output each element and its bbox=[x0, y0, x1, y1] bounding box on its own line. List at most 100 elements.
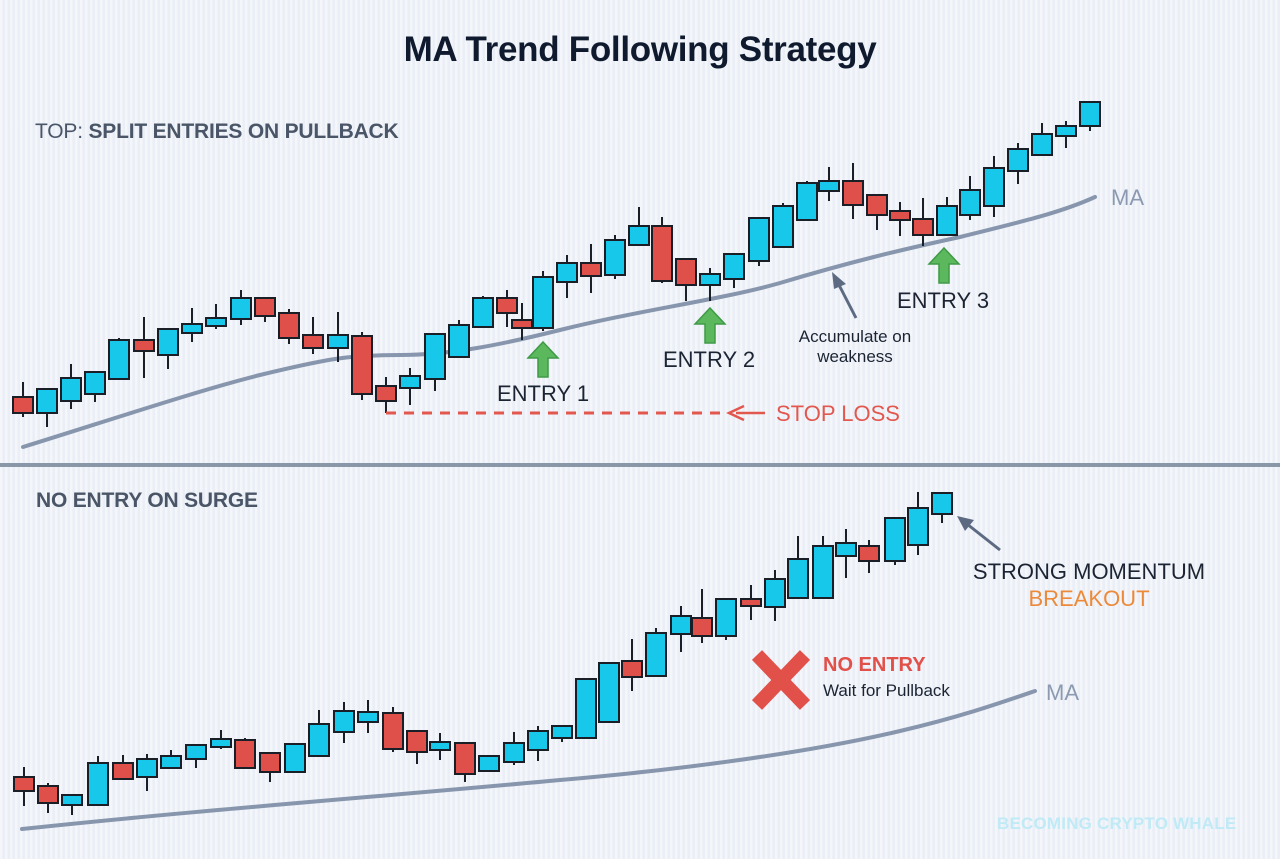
bear-candle bbox=[621, 639, 643, 691]
bear-candle bbox=[889, 202, 911, 236]
bull-candle bbox=[230, 290, 252, 325]
bull-candle bbox=[478, 755, 500, 772]
bull-candle bbox=[575, 678, 597, 739]
entry-2-label: ENTRY 2 bbox=[663, 347, 756, 372]
bull-candle bbox=[931, 492, 953, 523]
bull-candle bbox=[604, 235, 626, 279]
bull-candle bbox=[1055, 121, 1077, 148]
bear-candle bbox=[580, 244, 602, 293]
bull-candle bbox=[787, 536, 809, 599]
top-candles bbox=[12, 101, 1101, 427]
entry-3-label: ENTRY 3 bbox=[897, 288, 990, 313]
bull-candle bbox=[959, 176, 981, 220]
bull-candle bbox=[936, 197, 958, 236]
bull-candle bbox=[185, 744, 207, 768]
bull-candle bbox=[327, 312, 349, 362]
bear-candle bbox=[675, 258, 697, 301]
bull-candle bbox=[472, 296, 494, 328]
entry-2-arrow-icon bbox=[693, 306, 727, 344]
bear-candle bbox=[12, 382, 34, 417]
bull-candle bbox=[1007, 143, 1029, 184]
top-panel-label-bold: SPLIT ENTRIES ON PULLBACK bbox=[88, 120, 399, 143]
bear-candle bbox=[651, 217, 673, 283]
chart-title: MA Trend Following Strategy bbox=[403, 30, 877, 69]
bear-candle bbox=[234, 738, 256, 769]
bull-candle bbox=[399, 368, 421, 405]
bear-candle bbox=[254, 297, 276, 322]
no-entry-subtitle: Wait for Pullback bbox=[823, 681, 950, 700]
bull-candle bbox=[715, 598, 737, 640]
bull-candle bbox=[812, 536, 834, 599]
bull-candle bbox=[284, 743, 306, 773]
bear-candle bbox=[37, 783, 59, 813]
bull-candle bbox=[87, 756, 109, 806]
bull-candle bbox=[748, 217, 770, 266]
bear-candle bbox=[454, 742, 476, 782]
bull-candle bbox=[181, 308, 203, 342]
momentum-callout: STRONG MOMENTUM BREAKOUT bbox=[958, 558, 1220, 612]
bull-candle bbox=[429, 733, 451, 760]
watermark: BECOMING CRYPTO WHALE bbox=[997, 814, 1237, 833]
bull-candle bbox=[764, 570, 786, 621]
bull-candle bbox=[796, 181, 818, 221]
bear-candle bbox=[259, 752, 281, 782]
bull-candle bbox=[60, 364, 82, 409]
bear-candle bbox=[302, 317, 324, 354]
bear-candle bbox=[912, 198, 934, 246]
accumulate-arrow-icon bbox=[832, 272, 858, 319]
bull-candle bbox=[136, 754, 158, 791]
stop-loss-arrow-icon bbox=[726, 404, 765, 422]
bull-candle bbox=[448, 320, 470, 358]
bull-candle bbox=[983, 156, 1005, 217]
bottom-candles bbox=[13, 492, 953, 815]
bull-candle bbox=[424, 333, 446, 391]
bull-candle bbox=[108, 338, 130, 380]
bull-candle bbox=[160, 750, 182, 769]
bull-candle bbox=[907, 492, 929, 555]
entry-arrows bbox=[526, 246, 961, 378]
top-panel-label: TOP: SPLIT ENTRIES ON PULLBACK bbox=[35, 120, 399, 144]
accumulate-note-line1: Accumulate on bbox=[798, 327, 912, 346]
bull-candle bbox=[357, 700, 379, 733]
momentum-callout-line2: BREAKOUT bbox=[1028, 586, 1150, 611]
momentum-callout-line1: STRONG MOMENTUM bbox=[972, 559, 1206, 584]
bear-candle bbox=[740, 585, 762, 620]
bull-candle bbox=[628, 207, 650, 246]
bear-candle bbox=[842, 163, 864, 219]
bull-candle bbox=[645, 628, 667, 677]
bull-candle bbox=[1031, 123, 1053, 156]
top-ma-line bbox=[21, 195, 1097, 449]
bull-candle bbox=[527, 726, 549, 761]
bear-candle bbox=[13, 767, 35, 806]
bull-candle bbox=[210, 730, 232, 749]
no-entry-x-icon bbox=[751, 650, 811, 710]
bull-candle bbox=[84, 371, 106, 402]
bull-candle bbox=[551, 725, 573, 742]
stop-loss-line bbox=[386, 404, 765, 422]
bear-candle bbox=[406, 730, 428, 764]
bear-candle bbox=[866, 194, 888, 230]
bear-candle bbox=[691, 589, 713, 643]
bear-candle bbox=[382, 707, 404, 752]
bear-candle bbox=[133, 317, 155, 378]
bull-candle bbox=[670, 606, 692, 652]
accumulate-note: Accumulate on weakness bbox=[792, 327, 918, 367]
bull-candle bbox=[308, 710, 330, 757]
stop-loss-label: STOP LOSS bbox=[776, 401, 900, 426]
panel-divider bbox=[0, 463, 1280, 467]
bull-candle bbox=[333, 702, 355, 743]
bear-candle bbox=[375, 377, 397, 413]
bear-candle bbox=[496, 290, 518, 327]
top-panel-label-prefix: TOP: bbox=[35, 120, 89, 143]
bull-candle bbox=[157, 328, 179, 369]
entry-3-arrow-icon bbox=[927, 246, 961, 284]
bull-candle bbox=[36, 388, 58, 427]
bull-candle bbox=[61, 794, 83, 815]
bull-candle bbox=[723, 253, 745, 288]
accumulate-note-line2: weakness bbox=[817, 347, 893, 366]
bull-candle bbox=[835, 529, 857, 578]
bull-candle bbox=[818, 167, 840, 201]
bull-candle bbox=[699, 268, 721, 301]
bull-candle bbox=[556, 255, 578, 298]
